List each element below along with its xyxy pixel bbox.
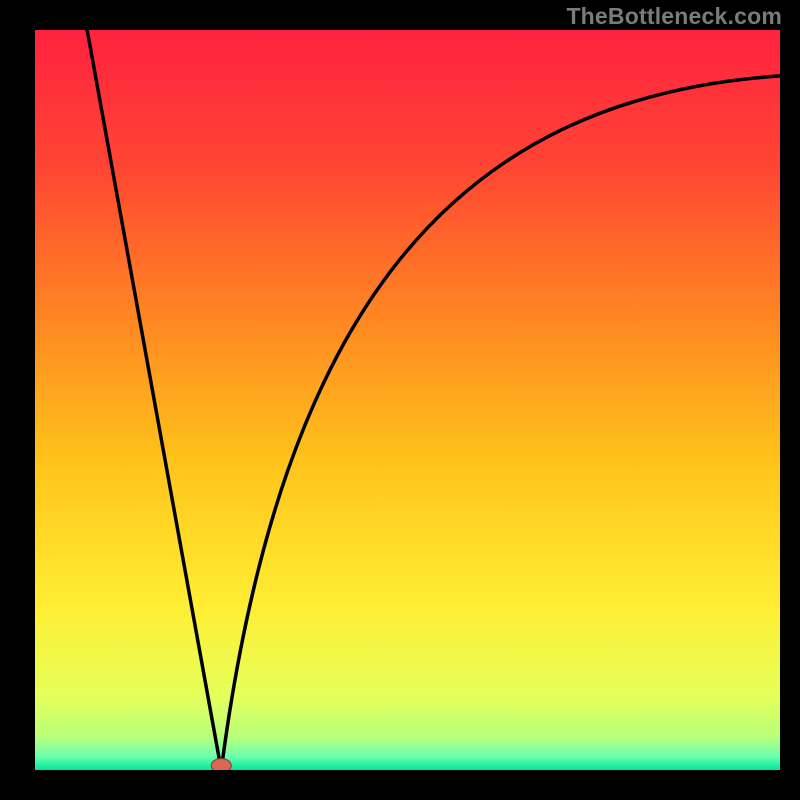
- optimal-point-marker: [211, 759, 231, 770]
- gradient-background: [35, 30, 780, 770]
- watermark-text: TheBottleneck.com: [566, 3, 782, 30]
- bottleneck-chart: [35, 30, 780, 770]
- chart-frame: TheBottleneck.com: [0, 0, 800, 800]
